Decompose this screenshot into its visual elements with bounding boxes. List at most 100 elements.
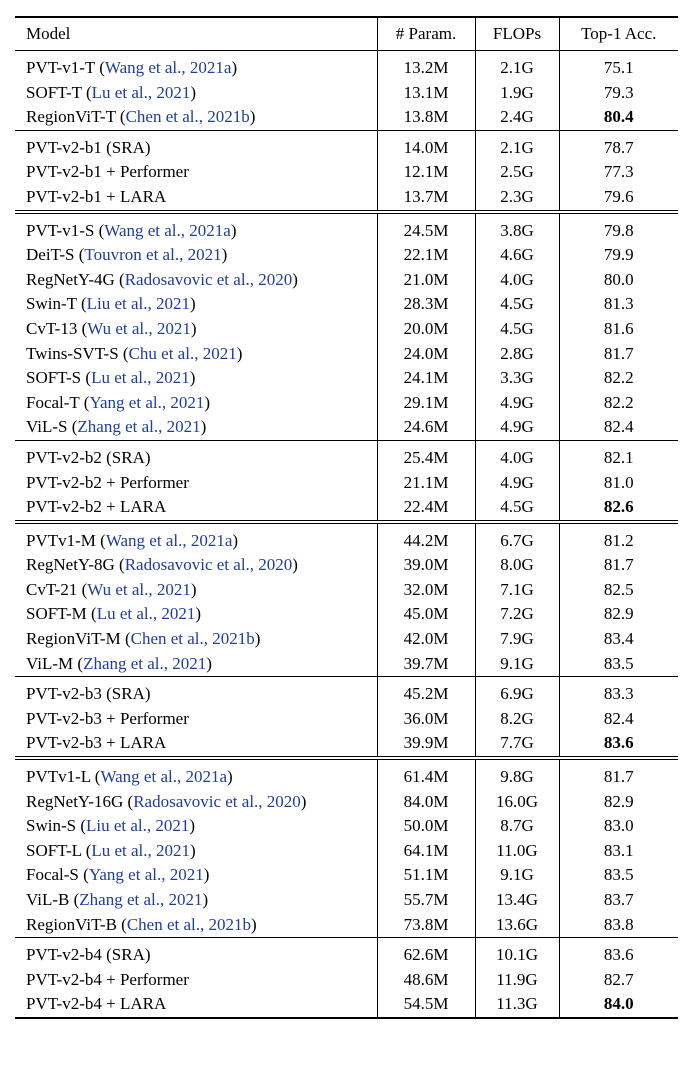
param-cell: 20.0M	[376, 316, 475, 342]
citation-link[interactable]: Liu et al., 2021	[86, 294, 191, 314]
results-table: Model # Param. FLOPs Top-1 Acc. PVT-v1-T…	[15, 16, 678, 1019]
accuracy-cell: 75.1	[558, 50, 678, 81]
table-row: RegNetY-8G (Radosavovic et al., 2020) 39.…	[15, 553, 678, 578]
table-group: PVT-v2-b3 (SRA) 45.2M 6.9G 83.3 PVT-v2-b3 + …	[15, 676, 678, 759]
citation-link[interactable]: Chen et al., 2021b	[130, 629, 255, 649]
citation-link[interactable]: Lu et al., 2021	[96, 604, 196, 624]
flops-cell: 7.7G	[474, 731, 559, 759]
citation-link[interactable]: Yang et al., 2021	[89, 392, 205, 412]
model-cell: PVT-v2-b1 + LARA	[15, 185, 377, 212]
param-cell: 21.1M	[376, 470, 475, 496]
citation-link[interactable]: Chen et al., 2021b	[126, 914, 252, 934]
flops-cell: 9.1G	[474, 863, 559, 888]
citation-link[interactable]: Yang et al., 2021	[88, 865, 204, 885]
table-row: PVT-v2-b4 + LARA 54.5M 11.3G 84.0	[15, 992, 678, 1018]
table-row: DeiT-S (Touvron et al., 2021) 22.1M 4.6G 79…	[15, 243, 678, 268]
table-row: ViL-B (Zhang et al., 2021) 55.7M 13.4G 83.7	[15, 888, 678, 913]
model-name: PVT-v2-b1 + Performer	[26, 162, 189, 182]
citation-link[interactable]: Wang et al., 2021a	[105, 530, 233, 550]
citation-link[interactable]: Wang et al., 2021a	[100, 767, 228, 787]
citation-link[interactable]: Wu et al., 2021	[87, 318, 191, 338]
model-cell: PVT-v2-b2 + LARA	[15, 495, 377, 522]
param-cell: 44.2M	[376, 521, 475, 554]
flops-cell: 13.4G	[474, 888, 559, 913]
accuracy-cell: 82.4	[558, 415, 678, 441]
citation-link[interactable]: Radosavovic et al., 2020	[124, 269, 293, 289]
accuracy-cell: 79.3	[558, 80, 678, 106]
table-row: CvT-21 (Wu et al., 2021) 32.0M 7.1G 82.5	[15, 577, 678, 603]
model-cell: PVT-v2-b4 + LARA	[15, 992, 377, 1018]
flops-cell: 9.8G	[474, 758, 559, 790]
param-cell: 22.4M	[376, 495, 475, 522]
model-cell: PVT-v1-T (Wang et al., 2021a)	[26, 58, 238, 77]
table-group: PVT-v2-b2 (SRA) 25.4M 4.0G 82.1 PVT-v2-b2 + …	[15, 440, 678, 522]
model-name: CvT-21	[26, 579, 78, 599]
accuracy-cell: 82.6	[558, 495, 678, 522]
citation-link[interactable]: Zhang et al., 2021	[77, 417, 201, 437]
param-cell: 62.6M	[376, 937, 475, 968]
table-row: SOFT-T (Lu et al., 2021) 13.1M 1.9G 79.3	[15, 80, 678, 106]
flops-cell: 7.9G	[474, 627, 559, 652]
param-cell: 22.1M	[376, 243, 475, 268]
model-cell: ViL-S (Zhang et al., 2021)	[26, 417, 207, 437]
flops-cell: 11.9G	[474, 967, 559, 993]
model-name: Swin-S	[26, 816, 77, 836]
model-cell: Focal-T (Yang et al., 2021)	[26, 392, 211, 412]
citation-link[interactable]: Zhang et al., 2021	[79, 890, 203, 909]
flops-cell: 3.8G	[474, 211, 559, 244]
citation-link[interactable]: Lu et al., 2021	[91, 840, 191, 860]
citation-link[interactable]: Wu et al., 2021	[87, 579, 191, 599]
citation-link[interactable]: Liu et al., 2021	[86, 816, 190, 836]
accuracy-cell: 79.9	[558, 243, 678, 268]
citation-link[interactable]: Touvron et al., 2021	[84, 245, 222, 265]
model-name: PVT-v2-b4 + LARA	[26, 994, 167, 1014]
flops-cell: 8.2G	[474, 706, 559, 732]
citation-link[interactable]: Chen et al., 2021b	[125, 107, 250, 127]
model-cell: SOFT-M (Lu et al., 2021)	[26, 604, 202, 624]
flops-cell: 4.6G	[474, 243, 559, 268]
accuracy-cell: 84.0	[558, 992, 678, 1018]
citation-link[interactable]: Wang et al., 2021a	[104, 220, 231, 240]
flops-cell: 4.5G	[474, 292, 559, 317]
header-row: Model # Param. FLOPs Top-1 Acc.	[15, 17, 678, 51]
table-row: Focal-S (Yang et al., 2021) 51.1M 9.1G 83.5	[15, 863, 678, 888]
param-cell: 50.0M	[376, 814, 475, 839]
model-name: SOFT-S	[26, 368, 82, 388]
table-row: PVTv1-L (Wang et al., 2021a) 61.4M 9.8G 81.…	[15, 758, 678, 790]
table-group: PVT-v2-b4 (SRA) 62.6M 10.1G 83.6 PVT-v2-b4 +…	[15, 937, 678, 1018]
table-row: Twins-SVT-S (Chu et al., 2021) 24.0M 2.8G 8…	[15, 341, 678, 367]
table-row: PVT-v2-b1 + LARA 13.7M 2.3G 79.6	[15, 184, 678, 212]
param-cell: 36.0M	[376, 706, 475, 732]
param-cell: 42.0M	[376, 627, 475, 652]
citation-link[interactable]: Lu et al., 2021	[91, 82, 191, 102]
table-group: PVT-v2-b1 (SRA) 14.0M 2.1G 78.7 PVT-v2-b1 + …	[15, 130, 678, 212]
citation-link[interactable]: Chu et al., 2021	[128, 343, 237, 363]
model-name: PVT-v1-T	[26, 58, 95, 77]
model-name: PVT-v2-b1 (SRA)	[26, 137, 151, 157]
param-cell: 45.2M	[376, 676, 475, 707]
model-cell: Swin-T (Liu et al., 2021)	[26, 294, 196, 314]
model-cell: RegionViT-M (Chen et al., 2021b)	[26, 629, 261, 649]
model-name: PVT-v2-b3 (SRA)	[26, 684, 151, 704]
accuracy-cell: 83.7	[558, 888, 678, 913]
citation-link[interactable]: Radosavovic et al., 2020	[133, 791, 301, 811]
flops-cell: 11.3G	[474, 992, 559, 1018]
flops-cell: 6.9G	[474, 676, 559, 707]
param-cell: 29.1M	[376, 390, 475, 416]
model-cell: Focal-S (Yang et al., 2021)	[26, 865, 210, 885]
citation-link[interactable]: Zhang et al., 2021	[83, 653, 207, 673]
table-group: PVT-v1-T (Wang et al., 2021a) 13.2M 2.1G 75…	[15, 50, 678, 131]
table-row: Swin-S (Liu et al., 2021) 50.0M 8.7G 83.0	[15, 814, 678, 839]
citation-link[interactable]: Wang et al., 2021a	[104, 58, 232, 77]
flops-cell: 2.3G	[474, 184, 559, 212]
model-cell: DeiT-S (Touvron et al., 2021)	[26, 245, 228, 265]
model-cell: CvT-13 (Wu et al., 2021)	[26, 318, 197, 338]
flops-cell: 11.0G	[474, 838, 559, 864]
model-cell: ViL-B (Zhang et al., 2021)	[26, 890, 209, 909]
citation-link[interactable]: Radosavovic et al., 2020	[124, 555, 293, 575]
param-cell: 24.6M	[376, 415, 475, 441]
citation-link[interactable]: Lu et al., 2021	[91, 368, 190, 388]
param-cell: 39.0M	[376, 553, 475, 578]
accuracy-cell: 83.4	[558, 627, 678, 652]
